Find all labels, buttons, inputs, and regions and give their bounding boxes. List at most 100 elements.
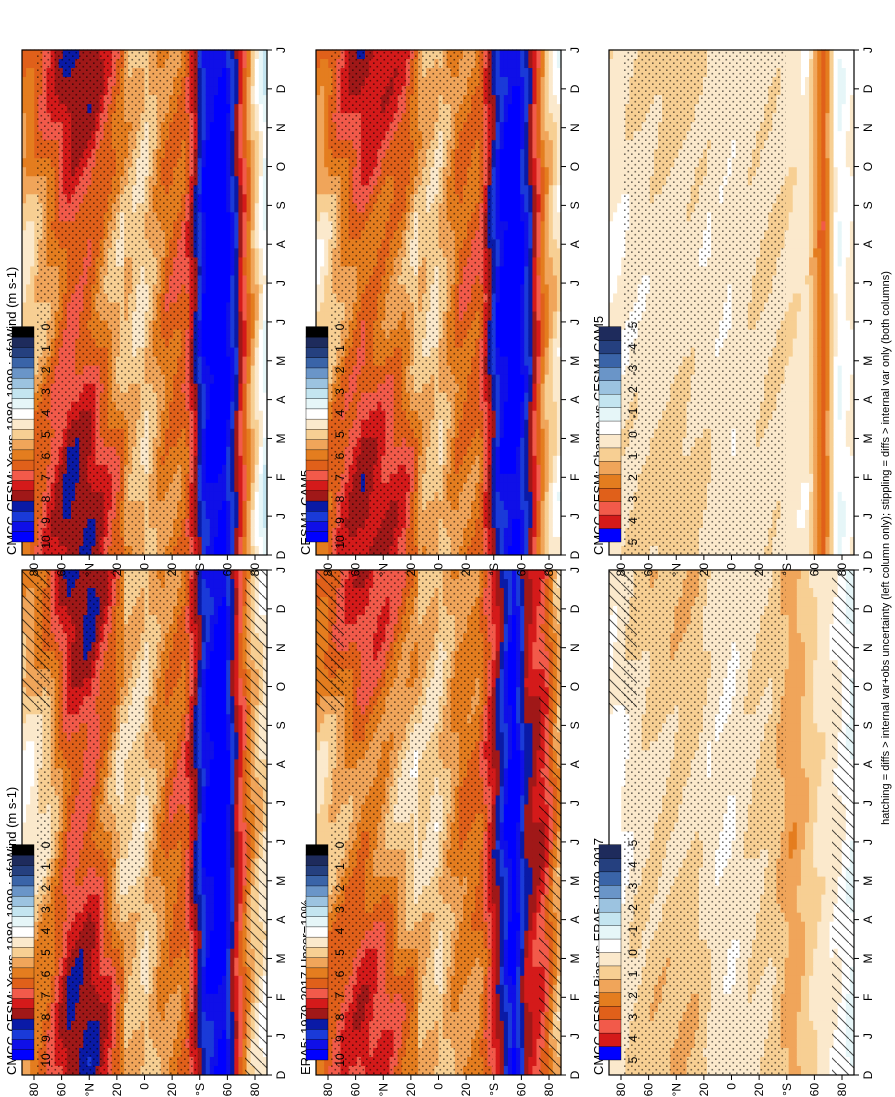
heatmap-cell (218, 1029, 223, 1039)
heatmap-cell (238, 623, 244, 634)
month-tick-label: S (274, 721, 288, 729)
heatmap-cell (30, 94, 35, 105)
heatmap-cell (226, 650, 231, 661)
heatmap-cell (201, 848, 207, 859)
heatmap-cell (205, 713, 211, 724)
heatmap-cell (201, 939, 207, 949)
heatmap-cell (30, 148, 35, 159)
heatmap-cell (234, 659, 240, 670)
heatmap-cell (230, 857, 235, 868)
heatmap-cell (26, 274, 31, 285)
heatmap-cell (226, 912, 231, 922)
heatmap-cell (22, 776, 27, 787)
heatmap-cell (222, 948, 227, 958)
heatmap-cell (213, 614, 219, 625)
heatmap-cell (213, 812, 219, 823)
heatmap-cell (209, 1002, 215, 1012)
heatmap-cell (238, 857, 244, 868)
heatmap-cell (209, 668, 215, 679)
heatmap-cell (230, 975, 235, 985)
heatmap-cell (205, 1038, 211, 1048)
heatmap-cell (234, 803, 240, 814)
heatmap-cell (201, 650, 207, 661)
heatmap-cell (201, 605, 207, 616)
heatmap-cell (30, 256, 35, 267)
heatmap-cell (238, 1002, 244, 1012)
heatmap-cell (222, 605, 227, 616)
heatmap-cell (201, 1029, 207, 1039)
heatmap-cell (226, 885, 231, 895)
heatmap-cell (201, 1038, 207, 1048)
heatmap-cell (213, 1065, 219, 1075)
heatmap-cell (234, 677, 240, 688)
heatmap-cell (205, 866, 211, 877)
heatmap-cell (226, 1002, 231, 1012)
heatmap-cell (226, 758, 231, 769)
heatmap-cell (26, 749, 31, 760)
heatmap-cell (209, 1065, 215, 1075)
heatmap-cell (230, 704, 235, 715)
heatmap-cell (30, 238, 35, 249)
month-tick-label: J (274, 839, 288, 845)
heatmap-cell (213, 993, 219, 1003)
heatmap-cell (213, 668, 219, 679)
heatmap-cell (213, 1029, 219, 1039)
heatmap-cell (209, 695, 215, 706)
heatmap-cell (213, 984, 219, 994)
heatmap-cell (226, 659, 231, 670)
heatmap-cell (222, 722, 227, 733)
heatmap-cell (201, 912, 207, 922)
heatmap-cell (209, 758, 215, 769)
heatmap-cell (30, 830, 35, 841)
heatmap-cell (234, 569, 240, 580)
heatmap-cell (218, 948, 223, 958)
heatmap-cell (238, 1020, 244, 1030)
heatmap-cell (218, 1056, 223, 1066)
heatmap-cell (30, 283, 35, 294)
heatmap-cell (22, 148, 27, 159)
heatmap-cell (201, 794, 207, 805)
heatmap-cell (30, 202, 35, 213)
heatmap-cell (238, 677, 244, 688)
heatmap-cell (22, 166, 27, 177)
heatmap-cell (226, 686, 231, 697)
heatmap-cell (238, 1065, 244, 1075)
heatmap-cell (201, 596, 207, 607)
heatmap-cell (201, 803, 207, 814)
heatmap-cell (205, 668, 211, 679)
heatmap-cell (30, 67, 35, 78)
heatmap-cell (205, 912, 211, 922)
heatmap-cell (238, 704, 244, 715)
heatmap-cell (30, 785, 35, 796)
heatmap-cell (238, 713, 244, 724)
heatmap-cell (26, 112, 31, 123)
heatmap-cell (213, 948, 219, 958)
heatmap-cell (26, 184, 31, 195)
lat-tick-label: 60 (55, 1083, 69, 1097)
heatmap-cell (218, 1020, 223, 1030)
month-tick-label: J (274, 800, 288, 806)
heatmap-cell (222, 939, 227, 949)
heatmap-cell (226, 614, 231, 625)
heatmap-cell (209, 993, 215, 1003)
heatmap-cell (218, 821, 223, 832)
heatmap-cell (234, 767, 240, 778)
heatmap-cell (26, 139, 31, 150)
heatmap-cell (201, 1056, 207, 1066)
heatmap-cell (234, 1056, 240, 1066)
heatmap-cell (205, 812, 211, 823)
heatmap-cell (213, 794, 219, 805)
heatmap-cell (226, 623, 231, 634)
heatmap-cell (238, 1056, 244, 1066)
heatmap-cell (201, 722, 207, 733)
heatmap-cell (222, 912, 227, 922)
heatmap-cell (218, 993, 223, 1003)
heatmap-cell (26, 731, 31, 742)
heatmap-cell (213, 957, 219, 967)
heatmap-cell (213, 722, 219, 733)
heatmap-cell (30, 292, 35, 303)
month-tick-label: J (274, 567, 288, 573)
heatmap-cell (218, 894, 223, 904)
heatmap-cell (30, 722, 35, 733)
heatmap-cell (209, 641, 215, 652)
